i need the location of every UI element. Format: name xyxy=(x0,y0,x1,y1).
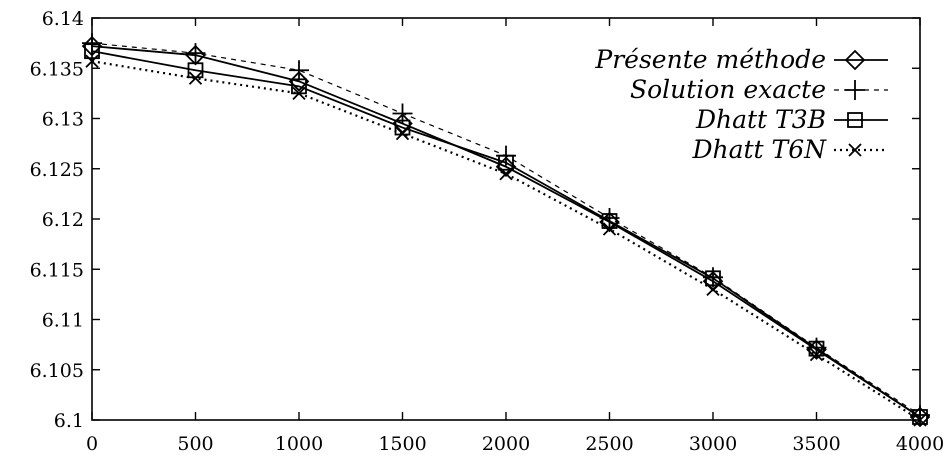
data-point xyxy=(188,71,203,85)
data-point xyxy=(806,339,827,360)
legend-marker xyxy=(845,80,865,100)
data-point xyxy=(913,413,927,427)
legend-item: Solution exacte xyxy=(630,75,888,104)
legend-marker xyxy=(847,112,863,128)
data-point xyxy=(912,409,928,425)
data-point xyxy=(602,222,617,236)
x-tick-label: 2500 xyxy=(585,433,633,455)
legend-item: Présente méthode xyxy=(594,45,888,74)
legend-label: Présente méthode xyxy=(594,45,826,74)
y-tick-label: 6.12 xyxy=(42,209,84,231)
x-tick-label: 4000 xyxy=(896,433,944,455)
legend-label: Dhatt T3B xyxy=(695,105,826,134)
data-point xyxy=(809,348,824,362)
y-tick-label: 6.13 xyxy=(42,109,84,131)
x-tick-label: 3500 xyxy=(792,433,840,455)
x-tick-label: 1500 xyxy=(378,433,426,455)
y-tick-label: 6.115 xyxy=(30,259,84,281)
legend-marker xyxy=(844,49,866,71)
y-tick-label: 6.105 xyxy=(30,360,84,382)
x-tick-label: 2000 xyxy=(482,433,530,455)
series-layer xyxy=(81,33,931,428)
y-tick-label: 6.11 xyxy=(42,310,84,332)
plot-area: 0 500 1000 1500 2000 2500 3000 3500 4000 6.1 6.105… xyxy=(30,8,945,455)
legend-marker xyxy=(848,143,862,157)
series-line xyxy=(91,60,921,421)
legend-item: Dhatt T3B xyxy=(695,105,888,134)
y-tick-label: 6.14 xyxy=(42,8,84,30)
data-point xyxy=(85,54,99,68)
data-point xyxy=(84,43,100,60)
data-point xyxy=(706,282,720,296)
x-tick-label: 0 xyxy=(86,433,98,455)
data-point xyxy=(185,44,206,66)
data-point xyxy=(599,211,620,233)
data-point xyxy=(395,126,410,141)
series-4 xyxy=(85,54,927,427)
x-tick-label: 500 xyxy=(177,433,213,455)
data-point xyxy=(705,270,721,287)
data-point xyxy=(495,156,517,178)
data-point xyxy=(289,60,309,81)
data-point xyxy=(292,86,306,101)
y-tick-label: 6.135 xyxy=(30,58,84,80)
series-line xyxy=(91,45,921,418)
data-point xyxy=(498,154,514,171)
data-point xyxy=(499,167,513,181)
y-tick-label: 6.1 xyxy=(54,410,84,432)
legend-item: Dhatt T6N xyxy=(691,135,888,164)
x-tick-label: 3000 xyxy=(689,433,737,455)
x-tick-label: 1000 xyxy=(275,433,323,455)
data-point xyxy=(82,33,102,54)
y-tick-label: 6.125 xyxy=(30,159,84,181)
legend-label: Solution exacte xyxy=(630,75,826,104)
data-point xyxy=(288,71,310,92)
legend-label: Dhatt T6N xyxy=(691,135,827,164)
data-point xyxy=(185,43,206,64)
series-line xyxy=(91,50,921,418)
